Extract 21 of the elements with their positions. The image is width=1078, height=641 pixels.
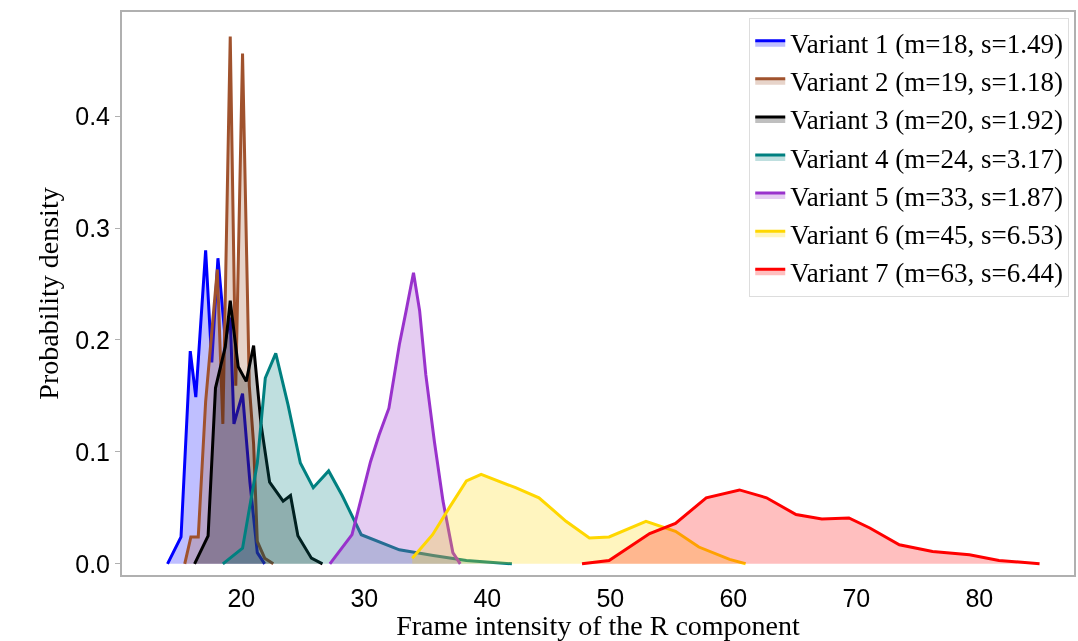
legend-label: Variant 2 (m=19, s=1.18) xyxy=(790,67,1063,98)
x-axis-title: Frame intensity of the R component xyxy=(396,610,801,641)
legend-label: Variant 4 (m=24, s=3.17) xyxy=(790,143,1063,174)
x-tick-label: 40 xyxy=(473,584,502,612)
x-tick-label: 70 xyxy=(842,584,871,612)
y-tick-label: 0.3 xyxy=(75,213,110,242)
legend-label: Variant 3 (m=20, s=1.92) xyxy=(790,105,1063,136)
legend-label: Variant 6 (m=45, s=6.53) xyxy=(790,219,1063,250)
x-tick-label: 50 xyxy=(596,584,625,612)
x-tick-label: 20 xyxy=(227,584,256,612)
y-tick-label: 0.1 xyxy=(75,437,110,466)
legend-label: Variant 5 (m=33, s=1.87) xyxy=(790,181,1063,212)
y-tick-label: 0.2 xyxy=(75,325,110,354)
x-tick-label: 80 xyxy=(965,584,994,612)
y-tick-label: 0.4 xyxy=(75,101,111,130)
legend-label: Variant 7 (m=63, s=6.44) xyxy=(790,257,1063,288)
x-tick-label: 30 xyxy=(350,584,379,612)
y-axis-title: Probability density xyxy=(33,187,65,400)
y-tick-label: 0.0 xyxy=(75,549,110,578)
x-tick-label: 60 xyxy=(719,584,748,612)
legend-label: Variant 1 (m=18, s=1.49) xyxy=(790,29,1063,60)
